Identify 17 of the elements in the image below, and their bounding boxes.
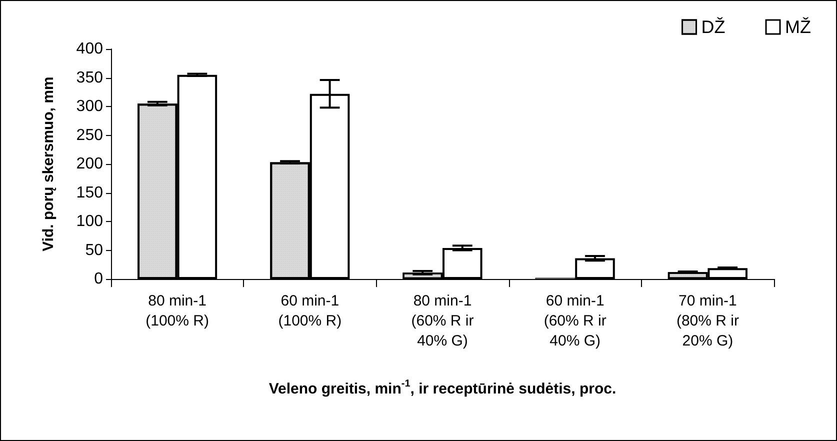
y-tick-label: 100 — [76, 213, 104, 230]
x-tick-label: 80 min-1 (60% R ir 40% G) — [411, 292, 474, 350]
x-tick-label: 70 min-1 (80% R ir 20% G) — [676, 292, 739, 350]
x-tick-label: 60 min-1 (60% R ir 40% G) — [544, 292, 606, 350]
y-tick-label: 150 — [76, 184, 104, 202]
x-tick-label: 60 min-1 (100% R) — [278, 292, 342, 330]
y-tick-label: 50 — [85, 242, 104, 259]
y-tick-label: 350 — [76, 69, 104, 86]
y-tick-label: 300 — [76, 98, 104, 115]
legend-label: DŽ — [701, 17, 726, 37]
y-tick-label: 250 — [76, 126, 104, 144]
x-tick-label: 80 min-1 (100% R) — [146, 292, 209, 330]
y-axis-title: Vid. porų skersmuo, mm — [40, 76, 57, 252]
y-tick-label: 400 — [76, 40, 104, 58]
y-tick-label: 200 — [76, 156, 104, 172]
legend-label: MŽ — [785, 17, 812, 37]
y-tick-label: 0 — [94, 270, 104, 288]
